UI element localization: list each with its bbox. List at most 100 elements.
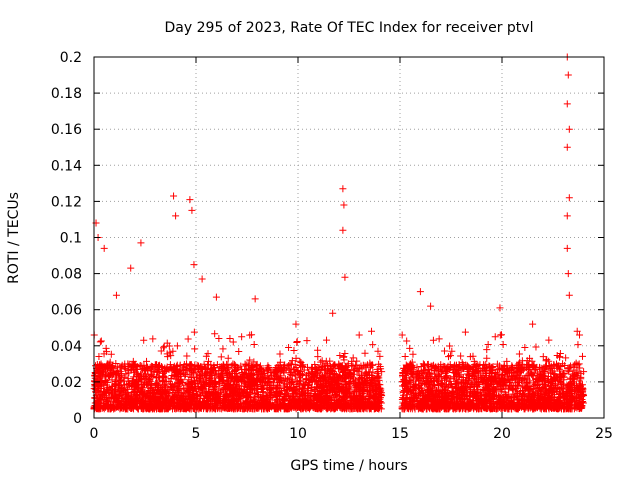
data-point xyxy=(149,335,157,343)
data-point xyxy=(138,395,146,403)
data-point xyxy=(550,364,558,372)
data-point xyxy=(114,397,122,405)
data-point xyxy=(130,361,138,369)
data-point xyxy=(368,361,376,369)
data-point xyxy=(316,403,324,411)
data-point xyxy=(554,373,562,381)
data-point xyxy=(374,380,382,388)
data-point xyxy=(188,377,196,385)
data-point xyxy=(122,405,130,413)
data-point xyxy=(207,361,215,369)
data-point xyxy=(204,350,212,358)
data-point xyxy=(115,378,123,386)
data-point xyxy=(186,370,194,378)
data-point xyxy=(239,370,247,378)
data-point xyxy=(576,364,584,372)
data-point xyxy=(556,377,564,385)
data-point xyxy=(441,405,449,413)
data-point xyxy=(215,393,223,401)
data-point xyxy=(500,381,508,389)
data-point xyxy=(428,383,436,391)
data-point xyxy=(532,376,540,384)
data-point xyxy=(502,391,510,399)
data-point xyxy=(482,405,490,413)
data-point xyxy=(186,361,194,369)
data-point xyxy=(295,396,303,404)
data-point xyxy=(490,392,498,400)
data-point xyxy=(459,374,467,382)
data-point xyxy=(343,390,351,398)
data-point xyxy=(271,375,279,383)
data-point xyxy=(147,372,155,380)
data-point xyxy=(237,399,245,407)
data-point xyxy=(376,388,384,396)
data-point xyxy=(279,396,287,404)
data-point xyxy=(276,361,284,369)
data-point xyxy=(105,404,113,412)
data-point xyxy=(190,365,198,373)
data-point xyxy=(321,394,329,402)
data-point xyxy=(489,364,497,372)
data-point xyxy=(401,353,409,361)
data-point xyxy=(514,381,522,389)
chart-title: Day 295 of 2023, Rate Of TEC Index for r… xyxy=(165,20,534,36)
data-point xyxy=(92,362,100,370)
data-point xyxy=(539,353,547,361)
data-point xyxy=(473,367,481,375)
data-point xyxy=(571,371,579,379)
data-point xyxy=(411,395,419,403)
data-point xyxy=(119,389,127,397)
data-point xyxy=(486,398,494,406)
data-point xyxy=(131,378,139,386)
data-point xyxy=(302,389,310,397)
data-point xyxy=(327,365,335,373)
data-point xyxy=(349,375,357,383)
data-point xyxy=(354,368,362,376)
data-point xyxy=(258,385,266,393)
data-point xyxy=(217,373,225,381)
data-point xyxy=(268,389,276,397)
data-point xyxy=(125,381,133,389)
data-point xyxy=(291,403,299,411)
data-point xyxy=(176,397,184,405)
data-point xyxy=(251,405,259,413)
data-point xyxy=(202,376,210,384)
data-point xyxy=(556,353,564,361)
data-point xyxy=(229,338,237,346)
data-point xyxy=(217,353,225,361)
data-point xyxy=(489,375,497,383)
data-point xyxy=(115,391,123,399)
data-point xyxy=(173,369,181,377)
data-point xyxy=(327,366,335,374)
data-point xyxy=(425,372,433,380)
data-point xyxy=(578,352,586,360)
data-point xyxy=(317,377,325,385)
data-point xyxy=(170,393,178,401)
data-point xyxy=(514,361,522,369)
data-point xyxy=(400,375,408,383)
data-point xyxy=(183,352,191,360)
data-point xyxy=(235,347,243,355)
data-point xyxy=(232,373,240,381)
data-point xyxy=(164,399,172,407)
data-point xyxy=(212,370,220,378)
data-point xyxy=(526,386,534,394)
data-point xyxy=(247,364,255,372)
data-point xyxy=(271,368,279,376)
data-point xyxy=(369,341,377,349)
data-point xyxy=(539,369,547,377)
data-point xyxy=(546,402,554,410)
data-point xyxy=(312,383,320,391)
data-point xyxy=(117,377,125,385)
data-point xyxy=(541,405,549,413)
data-point xyxy=(208,372,216,380)
data-point xyxy=(107,400,115,408)
data-point xyxy=(368,327,376,335)
data-point xyxy=(343,397,351,405)
data-point xyxy=(148,371,156,379)
data-point xyxy=(498,372,506,380)
data-point xyxy=(373,373,381,381)
data-point xyxy=(170,364,178,372)
data-point xyxy=(144,387,152,395)
data-point xyxy=(225,404,233,412)
